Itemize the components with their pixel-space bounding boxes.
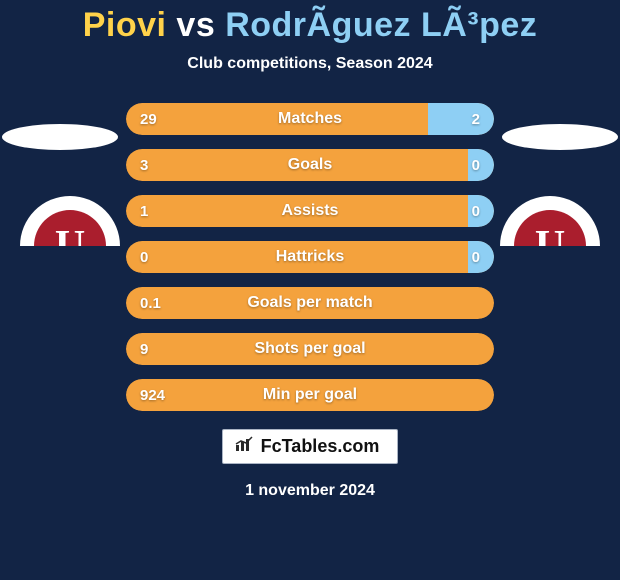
stat-row: 9Shots per goal (126, 333, 494, 365)
stat-label: Shots per goal (126, 340, 494, 358)
stat-right-value: 2 (472, 111, 480, 128)
player2-ellipse (502, 124, 618, 150)
player1-club-badge: U (20, 196, 120, 246)
content: Piovi vs RodrÃ­guez LÃ³pez Club competit… (0, 0, 620, 580)
stats-list: 29Matches23Goals01Assists00Hattricks00.1… (0, 103, 620, 411)
stat-label: Goals per match (126, 294, 494, 312)
player1-ellipse (2, 124, 118, 150)
page-title: Piovi vs RodrÃ­guez LÃ³pez (83, 6, 538, 45)
stat-right-value: 0 (472, 157, 480, 174)
player2-club-badge: U (500, 196, 600, 246)
stat-right-value: 0 (472, 203, 480, 220)
stat-row: 924Min per goal (126, 379, 494, 411)
title-vs: vs (176, 6, 215, 44)
stat-label: Assists (126, 202, 494, 220)
brand-text: FcTables.com (261, 436, 380, 457)
title-player2: RodrÃ­guez LÃ³pez (225, 6, 537, 44)
chart-icon (235, 436, 255, 457)
footer-date: 1 november 2024 (245, 482, 375, 500)
brand-box: FcTables.com (222, 429, 399, 464)
stat-row: 0.1Goals per match (126, 287, 494, 319)
stat-label: Hattricks (126, 248, 494, 266)
stat-row: 1Assists0 (126, 195, 494, 227)
stat-label: Matches (126, 110, 494, 128)
stat-row: 29Matches2 (126, 103, 494, 135)
stat-right-value: 0 (472, 249, 480, 266)
subtitle: Club competitions, Season 2024 (187, 55, 432, 73)
title-player1: Piovi (83, 6, 167, 44)
stat-row: 0Hattricks0 (126, 241, 494, 273)
stat-label: Min per goal (126, 386, 494, 404)
stat-label: Goals (126, 156, 494, 174)
stat-row: 3Goals0 (126, 149, 494, 181)
